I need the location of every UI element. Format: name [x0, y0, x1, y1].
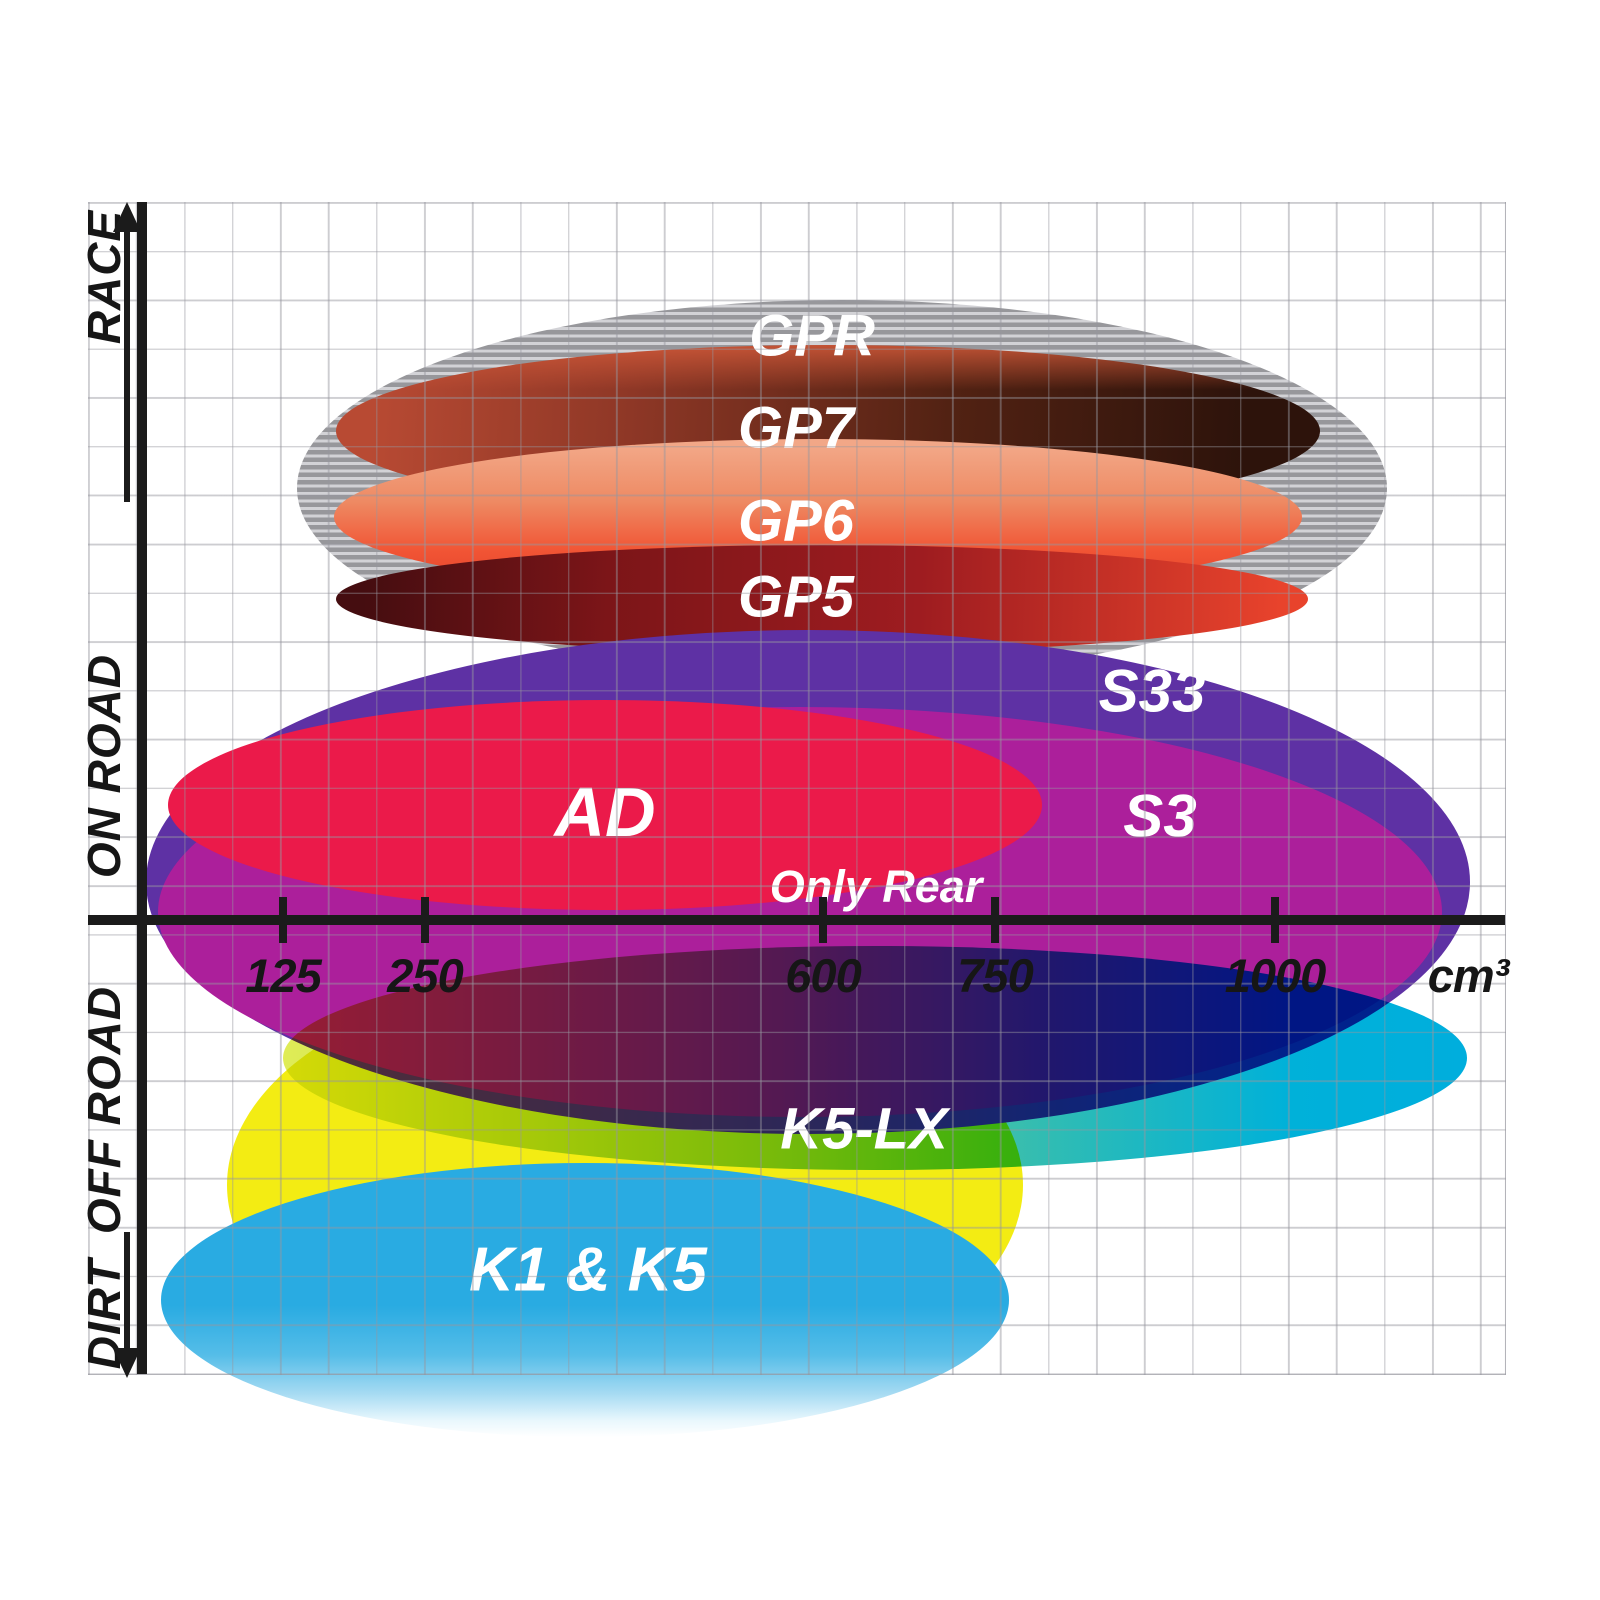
x-tick-125 — [279, 897, 287, 943]
x-tick-label-250: 250 — [387, 949, 463, 1002]
race-direction-arrow-line — [124, 228, 130, 502]
zone-label-gpr: GPR — [749, 303, 875, 369]
x-axis-line — [88, 915, 1505, 925]
zone-label-gp6: GP6 — [737, 488, 855, 554]
zone-label-k1k5: K1 & K5 — [469, 1235, 707, 1305]
y-axis-line — [137, 202, 147, 1374]
x-axis-unit-label: cm³ — [1427, 949, 1510, 1002]
x-tick-label-125: 125 — [245, 949, 321, 1002]
x-tick-750 — [991, 897, 999, 943]
zone-label-s3: S3 — [1123, 782, 1197, 850]
dirt-direction-arrow-line — [124, 1232, 130, 1350]
zone-ellipse-k5lx — [283, 946, 1467, 1170]
x-tick-250 — [421, 897, 429, 943]
y-zone-label-on-road: ON ROAD — [78, 653, 130, 879]
zone-label-gp7: GP7 — [737, 395, 855, 461]
x-tick-label-750: 750 — [957, 949, 1033, 1002]
zone-ellipse-k1k5 — [161, 1163, 1009, 1437]
zone-label-k5lx: K5-LX — [780, 1096, 948, 1162]
only-rear-annotation: Only Rear — [769, 861, 983, 912]
x-tick-label-1000: 1000 — [1224, 949, 1327, 1002]
zone-label-ad: AD — [554, 773, 656, 851]
zone-label-gp5: GP5 — [737, 564, 855, 630]
x-tick-1000 — [1271, 897, 1279, 943]
zone-ellipse-ad — [168, 700, 1042, 910]
zone-label-s33: S33 — [1098, 657, 1206, 725]
x-tick-label-600: 600 — [785, 949, 861, 1002]
x-tick-600 — [819, 897, 827, 943]
dirt-direction-arrow-icon — [113, 1348, 141, 1378]
race-direction-arrow-icon — [113, 202, 141, 232]
y-zone-label-off-road: OFF ROAD — [78, 985, 130, 1235]
